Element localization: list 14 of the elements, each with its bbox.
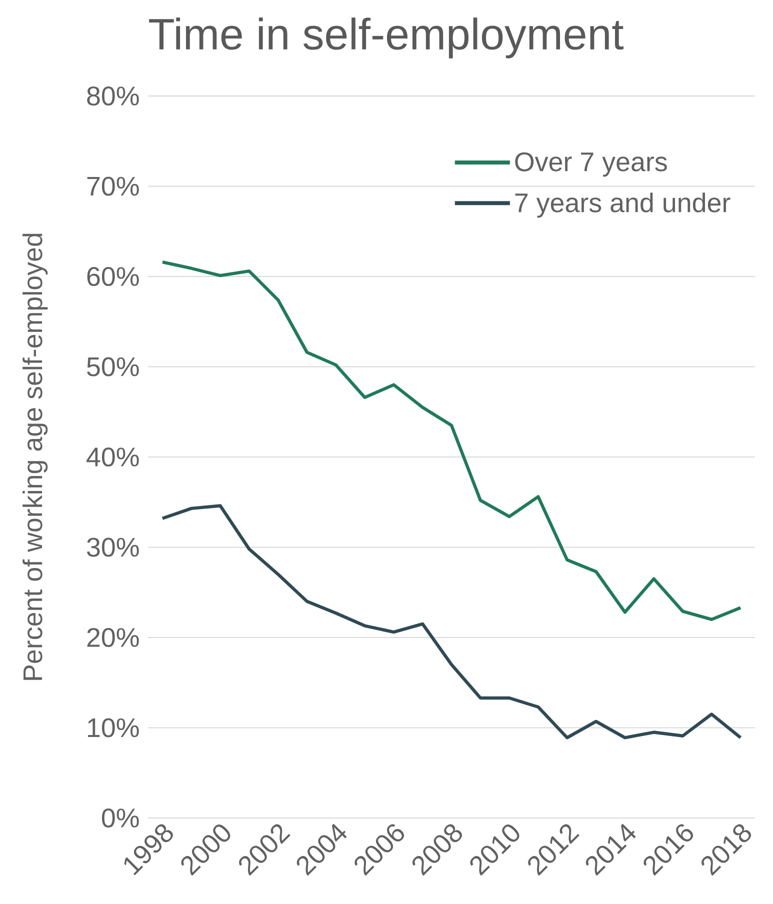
y-axis-title: Percent of working age self-employed [22, 234, 48, 680]
y-tick-label: 30% [86, 538, 139, 557]
y-tick-label: 50% [87, 357, 139, 376]
y-tick-label: 10% [88, 718, 139, 738]
y-tick-label: 60% [87, 266, 139, 286]
y-tick-label: 40% [86, 447, 139, 467]
y-tick-label: 20% [87, 628, 139, 648]
chart-title: Time in self-employment [149, 18, 624, 58]
line-series [160, 504, 742, 740]
legend-label: Over 7 years [515, 152, 667, 177]
line-series [160, 260, 742, 622]
y-tick-label: 80% [87, 86, 139, 106]
y-tick-label: 70% [87, 176, 139, 196]
legend-label: 7 years and under [515, 192, 730, 218]
